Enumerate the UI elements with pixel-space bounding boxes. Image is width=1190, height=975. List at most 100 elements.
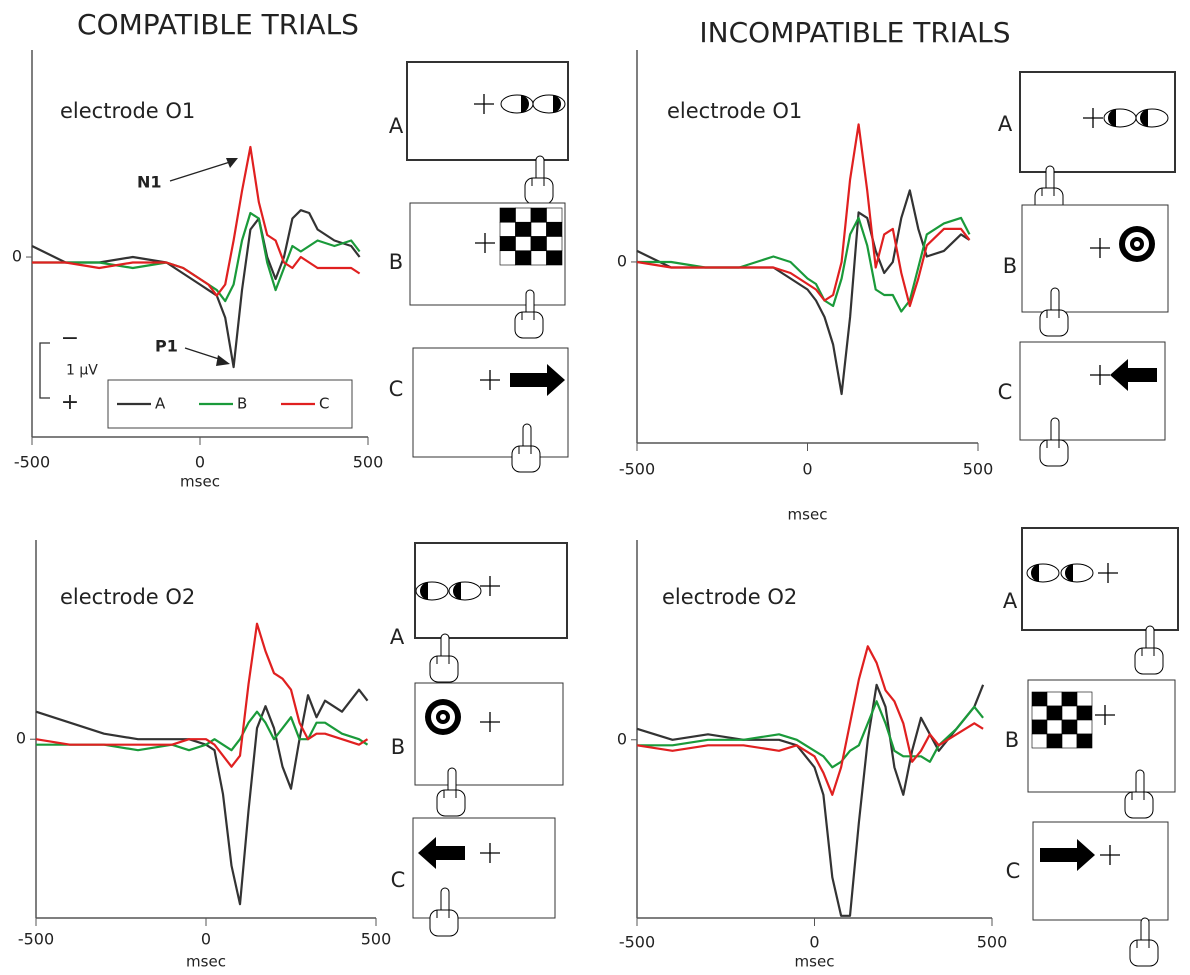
checker-cell	[1076, 691, 1093, 707]
trace	[35, 622, 369, 768]
fixation-cross	[1090, 365, 1110, 385]
checker-cell	[1061, 733, 1078, 749]
hand-palm	[436, 789, 466, 817]
fixation-cross	[480, 370, 500, 390]
fixation-cross	[1095, 705, 1115, 725]
stimulus-frame	[412, 817, 556, 919]
checker-cell	[1031, 733, 1048, 749]
x-axis-label: msec	[795, 953, 835, 971]
x-axis-label: msec	[186, 953, 226, 971]
checker-cell	[546, 207, 563, 223]
x-tick-label: -500	[619, 933, 655, 952]
stimulus-frame	[1032, 821, 1169, 921]
checker-cell	[546, 236, 563, 252]
checker-cell	[1061, 719, 1078, 735]
stimulus-label: C	[998, 380, 1013, 404]
hand-palm	[514, 311, 544, 339]
fixation-cross	[1083, 108, 1103, 128]
trace	[636, 123, 971, 308]
polarity-label: +	[61, 390, 79, 415]
x-tick-label: 0	[195, 453, 205, 472]
y-tick-label: 0	[12, 247, 22, 266]
checker-cell	[499, 207, 516, 223]
x-tick-label: 500	[353, 453, 384, 472]
stimulus-label: C	[389, 377, 404, 401]
scale-label: 1 µV	[66, 363, 98, 379]
stimulus-fill	[420, 582, 428, 600]
stimulus-label: B	[389, 250, 403, 274]
hand-palm	[1124, 791, 1154, 819]
checker-cell	[499, 221, 516, 237]
x-tick-label: -500	[619, 460, 655, 479]
trace	[636, 189, 971, 396]
x-tick-label: 0	[802, 460, 812, 479]
stimulus-label: A	[390, 625, 405, 649]
fixation-cross	[1098, 563, 1118, 583]
checker-cell	[499, 250, 516, 266]
chart-title: electrode O1	[667, 99, 802, 123]
annotation: N1	[137, 173, 162, 192]
trace	[637, 700, 984, 769]
target-ring	[440, 714, 446, 720]
checker-cell	[1046, 705, 1063, 721]
fixation-cross	[1090, 238, 1110, 258]
annotation: P1	[155, 337, 178, 356]
checker-cell	[515, 221, 532, 237]
arrow	[510, 364, 565, 396]
checker-cell	[515, 207, 532, 223]
stimulus-label: B	[1005, 728, 1019, 752]
legend-label: C	[319, 395, 329, 413]
y-tick-label: 0	[16, 729, 26, 748]
checker-cell	[1061, 705, 1078, 721]
annotation-arrow	[169, 161, 231, 182]
checker-cell	[499, 236, 516, 252]
hand-palm	[511, 445, 541, 473]
stimulus-label: B	[1003, 254, 1017, 278]
chart-title: electrode O2	[662, 585, 797, 609]
hand-knuckles	[1131, 792, 1145, 800]
hand-palm	[429, 909, 459, 937]
x-tick-label: 500	[977, 933, 1008, 952]
chart-title: electrode O1	[60, 99, 195, 123]
stimulus-frame	[412, 347, 569, 458]
hand-palm	[1039, 439, 1069, 467]
checker-cell	[1031, 691, 1048, 707]
fixation-cross	[475, 233, 495, 253]
checker-cell	[1046, 719, 1063, 735]
hand-knuckles	[436, 656, 450, 664]
hand-knuckles	[443, 790, 457, 798]
checker-cell	[530, 236, 547, 252]
trace	[35, 688, 369, 906]
checker-cell	[1031, 705, 1048, 721]
checker-cell	[515, 236, 532, 252]
stimulus-fill	[1108, 109, 1116, 127]
x-tick-label: 0	[201, 930, 211, 949]
checker-cell	[1076, 705, 1093, 721]
stimulus-fill	[553, 95, 561, 113]
stimulus-label: C	[1006, 859, 1021, 883]
y-tick-label: 0	[617, 251, 627, 270]
checker-cell	[530, 250, 547, 266]
checker-cell	[530, 221, 547, 237]
arrow	[418, 837, 465, 869]
stimulus-label: A	[998, 112, 1013, 136]
hand-palm	[429, 655, 459, 683]
legend-box	[107, 379, 353, 429]
trace	[32, 145, 361, 297]
stimulus-fill	[1031, 564, 1039, 582]
polarity-label: −	[61, 326, 79, 351]
legend-label: B	[237, 395, 247, 413]
trace	[637, 216, 971, 313]
x-axis-label: msec	[788, 506, 828, 524]
stimulus-frame	[1019, 341, 1166, 441]
arrow	[1040, 839, 1095, 871]
stimulus-label: A	[389, 114, 404, 138]
checker-cell	[1046, 691, 1063, 707]
x-tick-label: -500	[18, 930, 54, 949]
checker-cell	[530, 207, 547, 223]
x-tick-label: 500	[963, 460, 994, 479]
hand-knuckles	[518, 446, 532, 454]
trace	[636, 683, 985, 917]
stimulus-fill	[1065, 564, 1073, 582]
